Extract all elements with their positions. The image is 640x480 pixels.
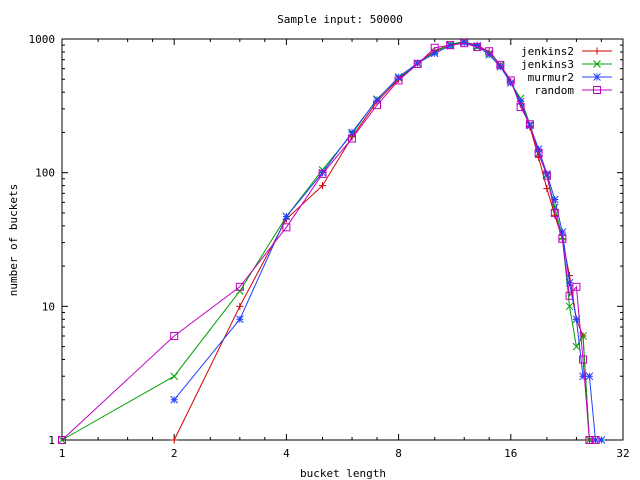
axes: 1 2 4 8 16 32 1 10 100 1000	[29, 33, 630, 460]
data-point	[496, 60, 505, 69]
data-point	[318, 168, 327, 177]
data-point	[348, 134, 357, 143]
data-point	[565, 278, 574, 287]
data-point	[318, 169, 327, 178]
series-line	[173, 42, 602, 441]
data-point	[572, 315, 581, 324]
legend-marker	[593, 60, 601, 68]
data-point	[516, 97, 525, 106]
chart-title: Sample input: 50000	[277, 13, 403, 26]
data-point	[534, 149, 543, 158]
data-point	[236, 302, 244, 310]
data-point	[373, 96, 381, 104]
x-tick-label: 16	[504, 447, 517, 460]
data-point	[516, 102, 525, 111]
series-random	[58, 39, 600, 444]
data-point	[572, 342, 581, 351]
data-point	[550, 208, 559, 217]
data-point	[585, 436, 594, 444]
data-point	[319, 182, 327, 190]
data-point	[170, 372, 179, 381]
data-point	[525, 120, 534, 129]
series-layer	[58, 37, 606, 444]
legend-marker	[593, 47, 601, 55]
data-point	[506, 78, 515, 87]
data-point	[534, 145, 543, 153]
data-point	[597, 436, 606, 444]
data-point	[282, 212, 291, 221]
data-point	[591, 436, 600, 444]
data-point	[460, 38, 469, 47]
data-point	[565, 291, 574, 300]
data-point	[460, 39, 469, 48]
y-tick-label: 1000	[29, 33, 56, 46]
series-line	[173, 41, 596, 441]
data-point	[506, 76, 515, 85]
x-tick-label: 4	[283, 447, 290, 460]
x-tick-label: 32	[616, 447, 629, 460]
data-point	[473, 43, 482, 52]
data-point	[446, 41, 455, 50]
series-murmur2	[170, 38, 606, 444]
y-tick-label: 100	[35, 167, 55, 180]
data-point	[170, 395, 179, 404]
y-tick-label: 1	[48, 434, 55, 447]
data-point	[430, 49, 439, 58]
y-axis-label: number of buckets	[7, 184, 20, 297]
data-point	[413, 60, 422, 69]
data-point	[348, 128, 356, 137]
data-point	[372, 101, 381, 110]
data-point	[572, 282, 581, 291]
data-point	[394, 76, 403, 85]
data-point	[430, 43, 439, 52]
x-axis-label: bucket length	[300, 467, 386, 480]
data-point	[550, 195, 559, 204]
series-line	[61, 40, 596, 441]
data-point	[585, 372, 594, 381]
data-point	[485, 47, 494, 56]
legend-marker	[593, 86, 601, 94]
y-tick-label: 10	[42, 300, 55, 313]
data-point	[558, 234, 567, 243]
data-point	[235, 282, 244, 291]
data-point	[543, 169, 551, 178]
data-point	[235, 315, 244, 324]
data-point	[542, 171, 551, 180]
data-point	[565, 302, 574, 311]
data-point	[413, 59, 422, 67]
data-point	[282, 223, 291, 232]
data-point	[579, 372, 587, 381]
legend-label: random	[534, 84, 574, 97]
data-point	[496, 62, 505, 71]
data-point	[170, 331, 179, 340]
legend-marker	[593, 73, 601, 81]
plot-frame	[61, 38, 624, 441]
data-point	[579, 355, 588, 364]
legend-label: jenkins3	[521, 58, 574, 71]
x-tick-label: 1	[59, 447, 66, 460]
data-point	[558, 228, 567, 236]
data-point	[58, 436, 66, 444]
x-tick-label: 2	[171, 447, 178, 460]
data-point	[446, 41, 455, 50]
x-tick-label: 8	[395, 447, 402, 460]
data-point	[170, 436, 178, 444]
data-point	[473, 41, 482, 50]
series-line	[61, 42, 596, 441]
series-jenkins2	[170, 38, 599, 444]
legend-label: murmur2	[528, 71, 574, 84]
legend-label: jenkins2	[521, 45, 574, 58]
